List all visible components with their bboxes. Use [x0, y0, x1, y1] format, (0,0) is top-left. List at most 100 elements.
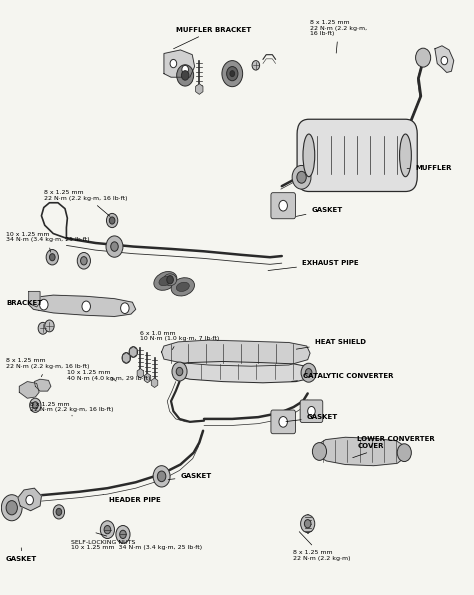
Circle shape	[107, 214, 118, 228]
FancyBboxPatch shape	[300, 400, 323, 422]
Circle shape	[177, 65, 194, 86]
Circle shape	[106, 236, 123, 257]
Text: HEAT SHIELD: HEAT SHIELD	[296, 339, 366, 349]
Ellipse shape	[303, 134, 315, 177]
Polygon shape	[130, 347, 137, 358]
Circle shape	[45, 320, 54, 332]
Circle shape	[279, 416, 287, 427]
Circle shape	[172, 362, 187, 381]
Circle shape	[182, 71, 189, 80]
Circle shape	[100, 521, 115, 538]
Circle shape	[39, 299, 48, 310]
Text: 6 x 1.0 mm
10 N·m (1.0 kg·m, 7 lb·ft): 6 x 1.0 mm 10 N·m (1.0 kg·m, 7 lb·ft)	[140, 331, 219, 350]
Circle shape	[301, 515, 315, 533]
Text: 8 x 1.25 mm
22 N·m (2.2 kg·m, 16 lb·ft): 8 x 1.25 mm 22 N·m (2.2 kg·m, 16 lb·ft)	[44, 190, 128, 217]
Circle shape	[49, 253, 55, 261]
Circle shape	[81, 256, 87, 265]
Circle shape	[6, 500, 18, 515]
FancyBboxPatch shape	[271, 410, 295, 434]
Circle shape	[153, 466, 170, 487]
Circle shape	[305, 368, 312, 377]
Circle shape	[111, 242, 118, 251]
Text: LOWER CONVERTER
COVER: LOWER CONVERTER COVER	[353, 436, 435, 458]
Text: 8 x 1.25 mm
22 N·m (2.2 kg·m, 16 lb·ft): 8 x 1.25 mm 22 N·m (2.2 kg·m, 16 lb·ft)	[6, 358, 90, 377]
Circle shape	[252, 61, 260, 70]
Ellipse shape	[154, 271, 177, 290]
Text: GASKET: GASKET	[296, 207, 343, 217]
Circle shape	[308, 406, 315, 416]
Text: CATALYTIC CONVERTER: CATALYTIC CONVERTER	[292, 372, 393, 381]
Ellipse shape	[164, 274, 177, 286]
Ellipse shape	[159, 276, 172, 286]
Polygon shape	[19, 381, 39, 398]
Polygon shape	[29, 292, 40, 307]
Polygon shape	[18, 488, 41, 511]
Text: GASKET: GASKET	[168, 474, 212, 480]
Text: GASKET: GASKET	[6, 548, 37, 562]
Circle shape	[104, 525, 111, 534]
Text: HEADER PIPE: HEADER PIPE	[103, 494, 161, 503]
Circle shape	[416, 48, 431, 67]
Text: 10 x 1.25 mm
40 N·m (4.0 kg·m, 29 lb·ft): 10 x 1.25 mm 40 N·m (4.0 kg·m, 29 lb·ft)	[67, 370, 151, 381]
Text: EXHAUST PIPE: EXHAUST PIPE	[268, 260, 359, 271]
Circle shape	[230, 71, 235, 77]
Circle shape	[167, 275, 173, 284]
Circle shape	[292, 165, 311, 189]
Circle shape	[82, 301, 91, 312]
Circle shape	[182, 65, 189, 74]
Circle shape	[222, 61, 243, 87]
Polygon shape	[29, 295, 136, 317]
Circle shape	[304, 519, 311, 528]
Polygon shape	[35, 379, 51, 391]
Circle shape	[109, 217, 115, 224]
Circle shape	[122, 353, 130, 363]
Text: MUFFLER: MUFFLER	[407, 165, 452, 171]
Polygon shape	[151, 378, 158, 387]
Polygon shape	[144, 373, 151, 383]
Polygon shape	[137, 368, 144, 378]
Polygon shape	[196, 84, 203, 95]
Text: MUFFLER BRACKET: MUFFLER BRACKET	[173, 27, 251, 49]
Circle shape	[30, 398, 41, 412]
Circle shape	[170, 60, 177, 68]
Circle shape	[441, 57, 447, 65]
Polygon shape	[162, 340, 310, 366]
Circle shape	[227, 67, 238, 81]
Text: 8 x 1.25 mm
22 N·m (2.2 kg·m, 16 lb·ft): 8 x 1.25 mm 22 N·m (2.2 kg·m, 16 lb·ft)	[30, 402, 113, 416]
Circle shape	[301, 363, 316, 382]
Text: 8 x 1.25 mm
22 N·m (2.2 kg·m,
16 lb·ft): 8 x 1.25 mm 22 N·m (2.2 kg·m, 16 lb·ft)	[310, 20, 367, 53]
Polygon shape	[173, 361, 313, 383]
Text: BRACKET: BRACKET	[6, 300, 42, 311]
Ellipse shape	[171, 278, 194, 296]
Circle shape	[176, 367, 183, 375]
Circle shape	[119, 530, 126, 538]
Circle shape	[129, 347, 137, 358]
Circle shape	[279, 201, 287, 211]
Text: 10 x 1.25 mm
34 N·m (3.4 kg·m, 25 lb·ft): 10 x 1.25 mm 34 N·m (3.4 kg·m, 25 lb·ft)	[6, 231, 90, 252]
Ellipse shape	[400, 134, 411, 177]
Circle shape	[312, 443, 327, 461]
FancyBboxPatch shape	[271, 193, 295, 219]
Circle shape	[38, 322, 47, 334]
Polygon shape	[435, 46, 454, 73]
Circle shape	[157, 471, 166, 482]
Circle shape	[56, 508, 62, 515]
Circle shape	[46, 249, 58, 265]
Polygon shape	[164, 50, 195, 77]
Circle shape	[397, 444, 411, 462]
Polygon shape	[123, 353, 130, 363]
Circle shape	[53, 505, 64, 519]
Circle shape	[26, 495, 34, 505]
Circle shape	[116, 525, 130, 543]
Text: 8 x 1.25 mm
22 N·m (2.2 kg·m): 8 x 1.25 mm 22 N·m (2.2 kg·m)	[292, 532, 350, 560]
Circle shape	[120, 303, 129, 314]
Circle shape	[1, 494, 22, 521]
Circle shape	[33, 402, 38, 409]
FancyBboxPatch shape	[297, 119, 417, 192]
Circle shape	[77, 252, 91, 269]
Polygon shape	[315, 437, 407, 466]
Ellipse shape	[176, 282, 189, 292]
Text: GASKET: GASKET	[286, 414, 338, 421]
Text: SELF-LOCKING NUTS
10 x 1.25 mm  34 N·m (3.4 kg·m, 25 lb·ft): SELF-LOCKING NUTS 10 x 1.25 mm 34 N·m (3…	[71, 533, 202, 550]
Circle shape	[297, 171, 306, 183]
